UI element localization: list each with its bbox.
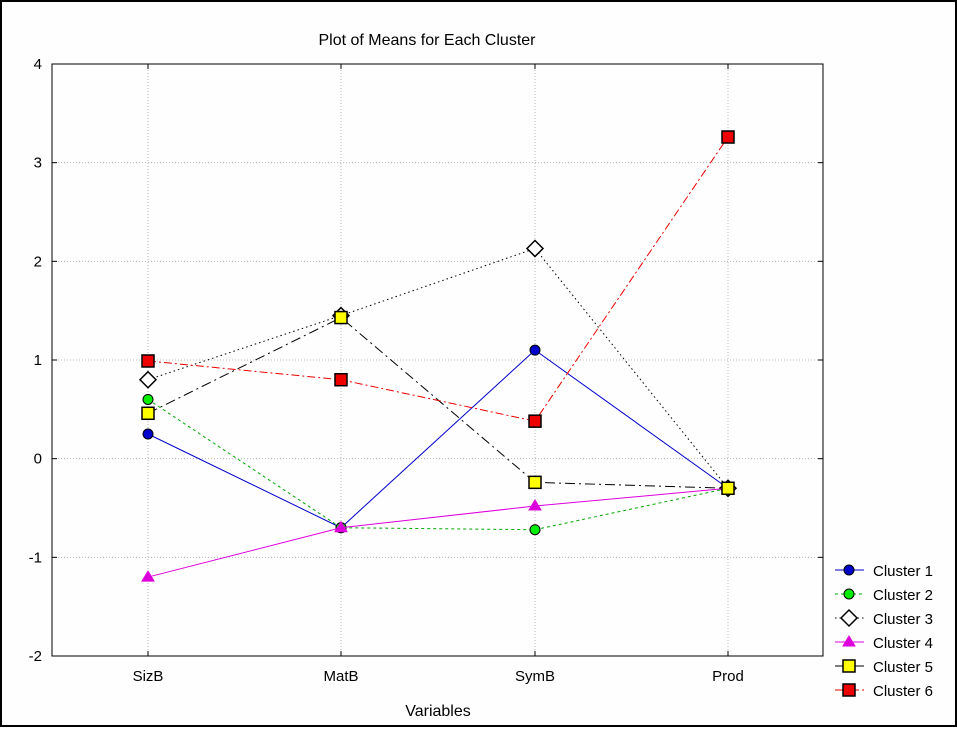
chart-title: Plot of Means for Each Cluster <box>319 32 537 49</box>
data-point <box>138 370 158 389</box>
y-tick-label: 4 <box>34 56 42 73</box>
data-point <box>141 406 155 421</box>
x-tick-label: Prod <box>712 668 744 685</box>
legend-label: Cluster 2 <box>873 587 933 604</box>
legend-marker <box>842 683 856 697</box>
series-cluster-1 <box>142 344 734 534</box>
x-tick-label: SizB <box>133 668 164 685</box>
data-point <box>528 475 542 490</box>
y-tick-label: -1 <box>29 549 42 566</box>
series-line <box>147 247 729 489</box>
plot-area <box>51 63 824 657</box>
series-cluster-2 <box>142 393 734 536</box>
y-tick-label: -2 <box>29 648 42 665</box>
series-cluster-4 <box>141 481 735 582</box>
x-tick-label: MatB <box>323 668 358 685</box>
legend-marker <box>843 564 855 576</box>
y-tick-label: 2 <box>34 253 42 270</box>
legend-item: Cluster 6 <box>835 683 933 700</box>
x-axis-title: Variables <box>405 703 471 720</box>
data-point <box>334 310 348 325</box>
series-line <box>147 316 729 489</box>
data-point <box>334 372 348 387</box>
legend-item: Cluster 3 <box>835 608 933 628</box>
legend-item: Cluster 2 <box>835 587 933 604</box>
axes: -2 -1 0 1 2 3 4 SizB MatB SymB Prod <box>29 56 823 685</box>
legend-item: Cluster 4 <box>835 635 933 652</box>
data-point <box>528 414 542 428</box>
y-tick-label: 1 <box>34 352 42 369</box>
legend-label: Cluster 1 <box>873 563 933 580</box>
legend-label: Cluster 3 <box>873 611 933 628</box>
data-point <box>142 428 154 440</box>
legend-label: Cluster 4 <box>873 635 933 652</box>
legend-item: Cluster 1 <box>835 563 933 580</box>
data-point <box>142 393 154 405</box>
legend-marker <box>842 659 856 673</box>
series-line <box>147 399 729 531</box>
data-point <box>525 239 545 258</box>
legend-marker <box>842 635 856 647</box>
legend-marker <box>843 588 855 600</box>
data-point <box>529 344 541 356</box>
series-line <box>147 487 729 578</box>
x-tick-label: SymB <box>515 668 555 685</box>
legend-marker <box>839 608 859 628</box>
legend-item: Cluster 5 <box>835 659 933 676</box>
legend-label: Cluster 5 <box>873 659 933 676</box>
data-point <box>141 570 155 582</box>
y-tick-label: 0 <box>34 451 42 468</box>
legend: Cluster 1 Cluster 2 Cluster 3 Cluster 4 Clus… <box>835 563 933 700</box>
series-cluster-3 <box>138 239 738 498</box>
series-line <box>147 349 729 529</box>
data-point <box>721 481 735 496</box>
data-point <box>721 130 735 144</box>
series-cluster-5 <box>141 310 735 496</box>
data-point <box>529 524 541 536</box>
data-point <box>334 520 348 533</box>
series <box>138 130 738 582</box>
data-point <box>528 499 542 511</box>
data-point <box>141 354 155 368</box>
y-tick-label: 3 <box>34 155 42 172</box>
series-line <box>147 136 729 422</box>
legend-label: Cluster 6 <box>873 683 933 700</box>
series-cluster-6 <box>141 130 735 428</box>
grid <box>52 64 823 656</box>
